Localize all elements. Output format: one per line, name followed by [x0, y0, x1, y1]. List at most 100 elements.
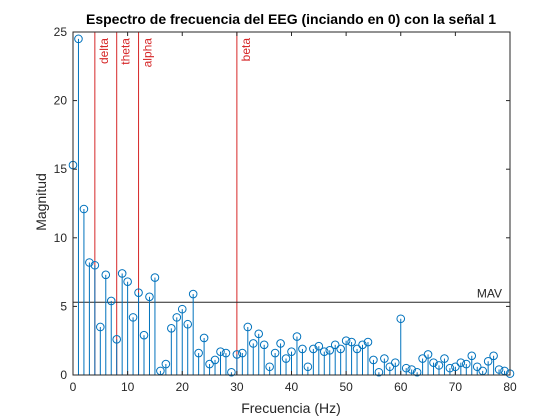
stem-marker [188, 289, 198, 299]
band-label-beta: beta [239, 38, 253, 62]
stem-marker [445, 363, 455, 373]
stem-marker [281, 354, 291, 363]
x-tick-label: 70 [449, 380, 463, 394]
x-tick-label: 60 [394, 380, 408, 394]
stem-marker [134, 288, 143, 297]
stem-marker [194, 348, 203, 358]
x-tick-label: 0 [70, 380, 77, 394]
y-tick-label: 0 [60, 368, 67, 382]
stem-marker [112, 335, 121, 344]
stem-marker [85, 258, 94, 267]
band-label-delta: delta [97, 38, 111, 64]
stem-marker [216, 347, 225, 356]
stem-marker [232, 350, 242, 359]
stem-marker [205, 359, 214, 369]
stem-marker [412, 367, 422, 377]
y-tick-label: 5 [60, 299, 67, 313]
stem-marker [358, 340, 367, 350]
stem-marker [243, 322, 253, 332]
stem-marker [390, 358, 400, 367]
x-tick-label: 10 [121, 380, 135, 394]
stem-marker [352, 344, 362, 354]
stem-marker [407, 365, 416, 374]
stem-marker [298, 344, 307, 354]
stem-marker [150, 273, 160, 282]
stem-marker [309, 344, 318, 354]
x-tick-label: 80 [503, 380, 517, 394]
y-tick-label: 10 [54, 231, 68, 245]
stem-marker [325, 346, 335, 355]
stem-marker [347, 337, 356, 347]
x-tick-label: 40 [285, 380, 299, 394]
stem-marker [319, 347, 329, 356]
stem-marker [287, 347, 296, 356]
stem-marker [161, 359, 171, 369]
stem-marker [380, 354, 389, 363]
stem-marker [440, 354, 449, 363]
stems [68, 34, 515, 378]
stem-marker [199, 333, 209, 343]
stem-marker [123, 277, 132, 287]
stem-marker [451, 362, 460, 372]
stem-marker [276, 339, 285, 348]
stem-marker [401, 363, 411, 373]
stem-marker [74, 34, 83, 44]
stem-marker [101, 270, 111, 280]
stem-marker [374, 367, 384, 377]
stem-marker [423, 350, 433, 359]
stem-marker [172, 313, 182, 322]
stem-marker [494, 365, 504, 374]
stem-marker [467, 351, 477, 361]
stem-marker [429, 358, 438, 367]
stem-marker [254, 329, 264, 339]
stem-marker [336, 344, 345, 354]
stem-marker [341, 336, 351, 346]
stem-marker [177, 304, 187, 314]
stem-marker [183, 319, 193, 329]
stem-marker [139, 330, 149, 340]
stem-marker [227, 367, 236, 377]
stem-marker [396, 314, 406, 324]
y-tick-label: 25 [54, 25, 68, 39]
stem-marker [434, 361, 444, 370]
stem-marker [462, 359, 471, 369]
x-axis-ticks: 0 10 20 30 40 50 60 70 80 [70, 32, 517, 394]
stem-marker [221, 348, 231, 358]
stem-marker [106, 296, 116, 306]
stem-marker [369, 355, 378, 365]
stem-marker [259, 340, 269, 350]
stem-marker [265, 362, 274, 372]
y-axis-ticks: 0 5 10 15 20 25 [54, 25, 510, 382]
stem-marker [363, 337, 373, 347]
stem-marker [128, 313, 138, 322]
stem-marker [418, 354, 427, 363]
y-tick-label: 15 [54, 162, 68, 176]
chart-title: Espectro de frecuencia del EEG (inciando… [86, 11, 496, 27]
stem-marker [292, 332, 302, 341]
y-axis-label: Magnitud [33, 173, 49, 231]
stem-marker [79, 204, 89, 214]
x-axis-label: Frecuencia (Hz) [241, 400, 341, 416]
band-label-theta: theta [119, 38, 133, 65]
stem-marker [270, 348, 280, 358]
x-tick-label: 50 [339, 380, 353, 394]
stem-marker [96, 322, 105, 332]
stem-marker [456, 358, 466, 367]
stem-marker [167, 324, 176, 333]
band-label-alpha: alpha [141, 38, 155, 68]
stem-marker [248, 339, 258, 348]
stem-marker [210, 355, 220, 365]
stem-marker [483, 356, 493, 366]
stem-marker [117, 269, 127, 278]
stem-marker [330, 340, 340, 350]
band-lines: delta theta alpha beta [94, 32, 253, 375]
mav-label: MAV [477, 286, 502, 300]
stem-marker [90, 260, 100, 270]
stem-marker [145, 292, 154, 302]
stem-marker [303, 362, 313, 372]
stem-marker [314, 341, 324, 351]
x-tick-label: 20 [176, 380, 190, 394]
stem-marker [385, 362, 395, 372]
stem-marker [238, 348, 247, 358]
